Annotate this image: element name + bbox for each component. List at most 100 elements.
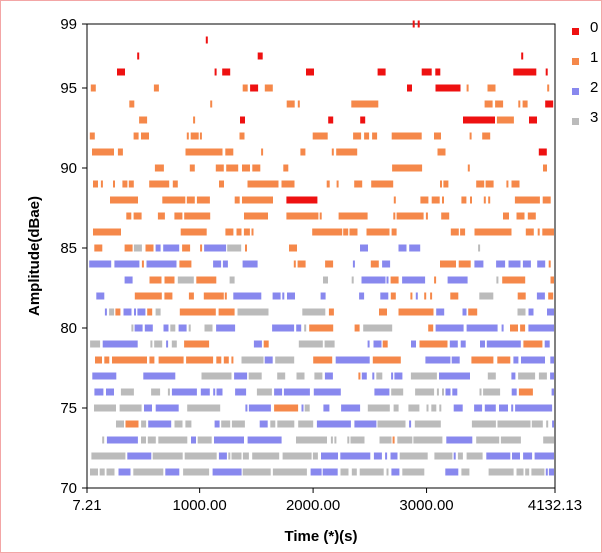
marker-1 [469, 132, 472, 140]
marker-2 [165, 468, 180, 476]
marker-1 [226, 164, 239, 172]
marker-1 [419, 340, 448, 348]
marker-2 [486, 340, 521, 348]
marker-2 [425, 356, 451, 364]
marker-1 [487, 84, 496, 92]
marker-2 [449, 340, 458, 348]
marker-2 [466, 324, 498, 332]
marker-3 [497, 420, 531, 428]
amplitude-row-90 [154, 164, 547, 172]
marker-2 [114, 260, 140, 268]
marker-1 [224, 292, 227, 300]
marker-2 [446, 436, 473, 444]
amplitude-row-98 [205, 36, 208, 44]
marker-1 [141, 132, 149, 140]
marker-2 [200, 388, 210, 396]
marker-2 [310, 468, 322, 476]
marker-3 [170, 324, 176, 332]
marker-1 [110, 196, 138, 204]
marker-1 [550, 276, 554, 284]
marker-2 [322, 468, 338, 476]
marker-3 [275, 356, 295, 364]
marker-2 [411, 340, 416, 348]
marker-1 [162, 196, 186, 204]
marker-1 [117, 148, 123, 156]
marker-1 [393, 212, 396, 220]
marker-2 [148, 420, 172, 428]
marker-2 [235, 388, 247, 396]
marker-0 [286, 196, 318, 204]
marker-3 [351, 276, 354, 284]
marker-1 [325, 260, 334, 268]
marker-1 [523, 340, 543, 348]
marker-3 [391, 388, 404, 396]
marker-1 [210, 100, 213, 108]
amplitude-row-74 [116, 420, 554, 428]
marker-1 [125, 420, 139, 428]
marker-2 [515, 404, 553, 412]
marker-3 [436, 388, 439, 396]
marker-3 [531, 468, 545, 476]
marker-1 [286, 100, 295, 108]
marker-1 [133, 212, 142, 220]
marker-1 [393, 196, 396, 204]
marker-1 [122, 180, 128, 188]
marker-2 [155, 404, 179, 412]
marker-1 [128, 180, 134, 188]
marker-2 [316, 420, 351, 428]
marker-1 [522, 100, 528, 108]
marker-3 [298, 420, 314, 428]
marker-2 [460, 340, 466, 348]
marker-1 [149, 356, 155, 364]
marker-2 [264, 356, 273, 364]
marker-3 [479, 292, 494, 300]
marker-1 [225, 148, 234, 156]
marker-3 [91, 452, 126, 460]
marker-3 [487, 372, 496, 380]
marker-3 [147, 436, 156, 444]
marker-1 [428, 324, 434, 332]
x-tick-label: 2000.00 [286, 497, 340, 514]
marker-1 [239, 132, 245, 140]
marker-3 [270, 420, 276, 428]
marker-2 [301, 404, 304, 412]
marker-1 [129, 100, 135, 108]
marker-2 [409, 420, 412, 428]
marker-3 [312, 452, 318, 460]
marker-2 [436, 308, 445, 316]
marker-1 [382, 340, 388, 348]
marker-1 [358, 372, 361, 380]
amplitude-row-93 [139, 116, 537, 124]
marker-0 [257, 52, 263, 60]
marker-3 [99, 468, 105, 476]
marker-1 [200, 244, 203, 252]
marker-1 [398, 308, 434, 316]
marker-1 [153, 84, 159, 92]
marker-2 [523, 452, 533, 460]
marker-2 [134, 308, 136, 316]
marker-1 [313, 356, 333, 364]
marker-3 [272, 468, 307, 476]
marker-1 [193, 116, 196, 124]
marker-2 [216, 388, 223, 396]
marker-1 [440, 180, 442, 188]
marker-3 [282, 452, 312, 460]
legend-item-1: 1 [572, 49, 598, 66]
marker-2 [89, 260, 112, 268]
marker-0 [513, 68, 537, 76]
marker-3 [242, 468, 271, 476]
marker-2 [374, 388, 390, 396]
marker-1 [326, 180, 330, 188]
marker-3 [298, 340, 323, 348]
marker-3 [248, 372, 262, 380]
marker-2 [453, 452, 456, 460]
marker-0 [545, 100, 554, 108]
marker-2 [106, 436, 138, 444]
marker-1 [219, 180, 224, 188]
marker-3 [109, 308, 115, 316]
y-tick-label: 99 [60, 16, 77, 33]
marker-1 [410, 292, 413, 300]
marker-1 [425, 212, 428, 220]
marker-1 [223, 356, 229, 364]
marker-2 [94, 388, 104, 396]
